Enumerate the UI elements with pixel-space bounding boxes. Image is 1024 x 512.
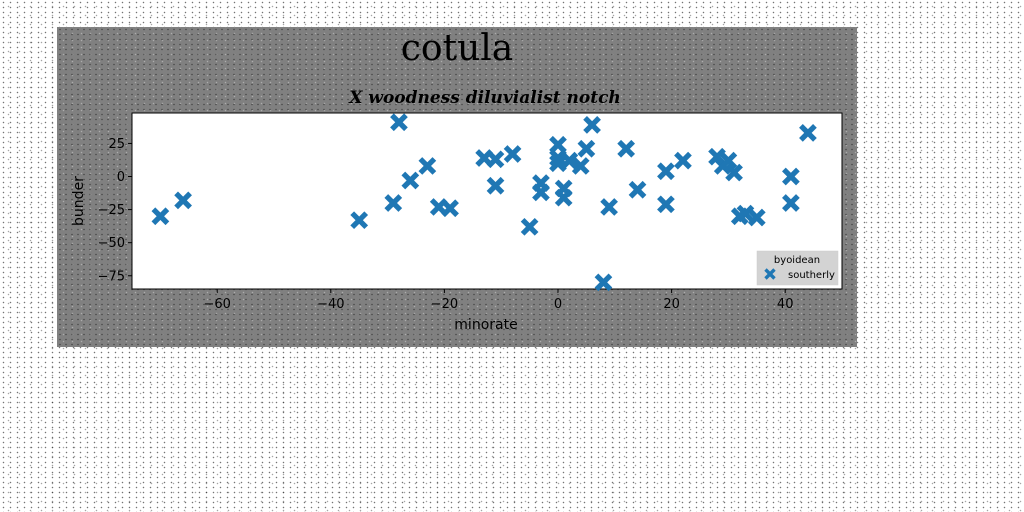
chart-figure: cotula X woodness diluvialist notch −60−… bbox=[57, 27, 857, 347]
x-tick-label: 40 bbox=[777, 297, 794, 312]
y-tick-label: −25 bbox=[98, 203, 125, 218]
x-tick-label: 0 bbox=[554, 297, 562, 312]
data-point bbox=[657, 162, 675, 181]
legend-marker bbox=[764, 268, 776, 280]
x-tick-label: −60 bbox=[203, 297, 230, 312]
x-tick-label: 20 bbox=[663, 297, 680, 312]
data-point bbox=[725, 163, 743, 182]
data-point bbox=[401, 171, 420, 190]
data-point bbox=[583, 116, 601, 134]
legend: byoidean southerly bbox=[756, 250, 839, 286]
y-tick-label: −75 bbox=[98, 269, 125, 284]
data-point bbox=[657, 195, 675, 214]
data-point bbox=[549, 149, 567, 167]
data-point bbox=[736, 204, 755, 223]
data-point bbox=[384, 194, 403, 212]
data-point bbox=[600, 198, 618, 216]
chart-svg: cotula X woodness diluvialist notch −60−… bbox=[71, 28, 843, 333]
x-axis-label: minorate bbox=[454, 317, 517, 333]
data-point bbox=[628, 180, 647, 199]
data-point bbox=[799, 123, 817, 142]
chart-title: cotula bbox=[401, 28, 513, 69]
legend-box bbox=[756, 250, 839, 286]
plot-area bbox=[131, 112, 843, 290]
y-tick-label: 25 bbox=[108, 137, 125, 152]
legend-title: byoidean bbox=[774, 255, 820, 266]
y-tick-label: 0 bbox=[117, 170, 125, 185]
data-point bbox=[571, 157, 590, 175]
data-point bbox=[350, 211, 369, 230]
data-point bbox=[577, 139, 596, 158]
data-point bbox=[503, 145, 522, 163]
data-point bbox=[782, 194, 800, 212]
data-point bbox=[441, 199, 459, 218]
data-point bbox=[418, 157, 437, 175]
y-tick-label: −50 bbox=[98, 236, 125, 251]
data-point bbox=[549, 154, 567, 173]
x-tick-label: −20 bbox=[431, 297, 458, 312]
data-point bbox=[594, 273, 613, 292]
data-point bbox=[617, 139, 636, 158]
scatter-markers bbox=[151, 113, 817, 292]
y-axis-ticks: 25 0 −25 −50 −75 bbox=[98, 137, 132, 284]
data-point bbox=[719, 151, 738, 170]
data-point bbox=[549, 135, 567, 154]
data-point bbox=[674, 151, 692, 170]
data-point bbox=[560, 151, 579, 170]
data-point bbox=[520, 217, 539, 236]
data-point bbox=[174, 191, 192, 210]
y-axis-label: bunder bbox=[71, 176, 87, 226]
data-point bbox=[486, 150, 505, 169]
data-point bbox=[486, 176, 505, 195]
chart-subtitle: X woodness diluvialist notch bbox=[348, 88, 621, 108]
data-point bbox=[747, 208, 766, 227]
legend-marker-x bbox=[764, 268, 776, 280]
data-point bbox=[532, 183, 550, 202]
legend-label-southerly: southerly bbox=[788, 270, 835, 281]
data-point bbox=[782, 167, 800, 186]
x-axis-ticks: −60 −40 −20 0 20 40 bbox=[203, 289, 793, 312]
x-tick-label: −40 bbox=[317, 297, 344, 312]
data-point bbox=[554, 188, 573, 207]
data-point bbox=[390, 113, 408, 132]
data-point bbox=[151, 207, 170, 226]
